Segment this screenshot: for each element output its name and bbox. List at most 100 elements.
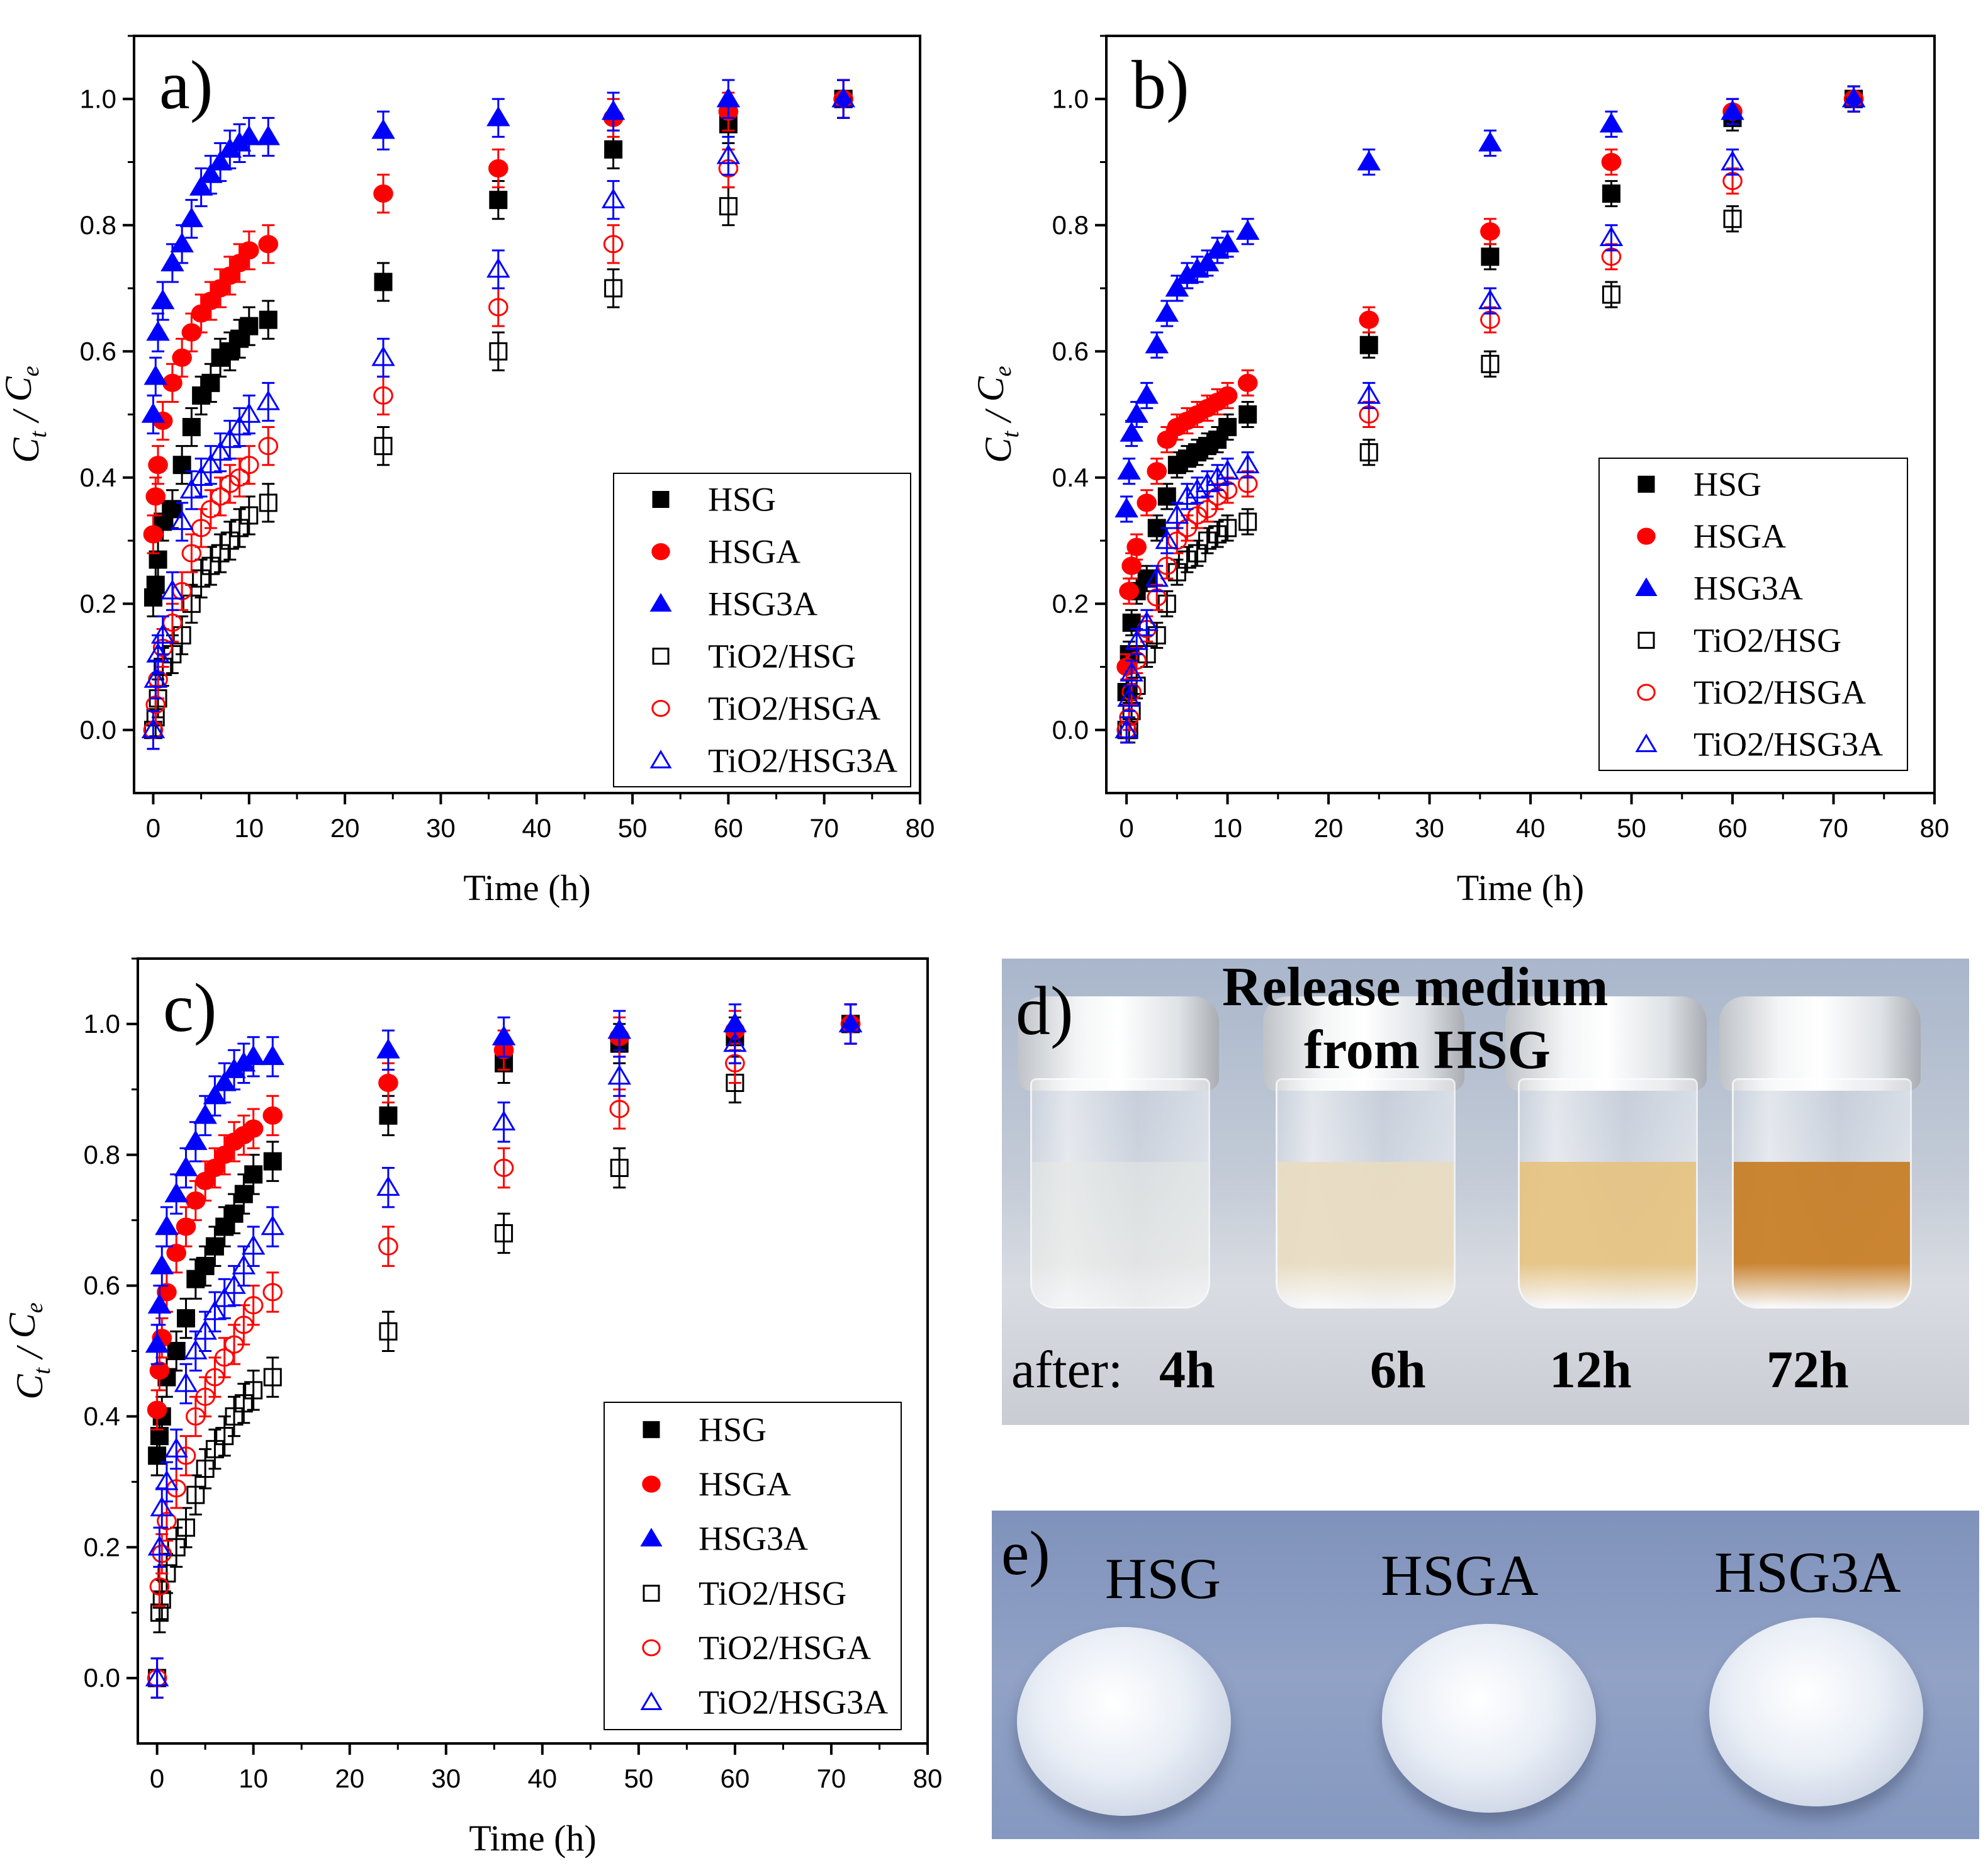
data-point [177,1518,196,1537]
data-point [164,1437,188,1458]
legend-label: HSGA [1693,517,1786,555]
data-point [1117,687,1141,707]
y-label-part: C [9,1374,50,1400]
data-point [218,428,242,448]
legend-marker [643,1584,660,1602]
data-point [1235,220,1260,240]
data-point [1185,478,1210,498]
data-point [149,1361,170,1380]
data-point [184,1339,208,1360]
y-tick-label: 0.2 [84,1532,120,1562]
y-tick-label: 1.0 [1052,84,1089,113]
legend-marker [1637,475,1655,493]
data-point [170,510,194,531]
jar-72h [1719,996,1921,1311]
data-point [1155,529,1179,549]
chart-panel-c: 0 10 20 30 40 50 60 70 80 0.0 0.2 0.4 0.6 0.8 1.0 Time … [1,957,942,1859]
data-point [723,1032,747,1052]
legend-marker [652,648,670,665]
data-point [141,402,166,423]
time-label-4h: 4h [1159,1341,1215,1399]
data-point [201,556,220,575]
x-axis-label: Time (h) [469,1818,597,1859]
data-point [1137,493,1157,512]
data-point [240,317,259,335]
x-tick-label: 30 [426,813,456,843]
jar-liquid [1278,1162,1454,1307]
legend-label: TiO2/HSG [1693,621,1841,659]
legend-label: TiO2/HSG3A [1693,726,1883,763]
legend-marker [1637,527,1656,545]
legend-label: TiO2/HSGA [708,690,880,728]
legend-box [1598,458,1908,771]
x-tick-label: 40 [1516,813,1546,843]
legend-label: HSG [1693,465,1761,503]
data-point [719,197,738,216]
data-point [1115,497,1138,518]
x-tick-label: 60 [714,813,743,843]
y-label-part: C [1,1312,43,1338]
data-point [1177,550,1196,569]
data-point [1125,629,1148,650]
legend-label: TiO2/HSGA [699,1629,871,1667]
data-point [1215,232,1240,253]
data-point [141,718,166,738]
y-label-subscript: t [997,431,1024,438]
data-point [241,1045,266,1066]
legend-marker [651,543,670,560]
y-axis-label: Ct / Ce [0,366,52,463]
series-tio2-hsg [1117,85,1863,744]
data-point [145,1666,169,1687]
after-label: after: [1011,1341,1123,1399]
data-point [373,386,393,405]
data-point [488,159,508,178]
data-point [157,1283,177,1302]
series-hsg3a [141,79,855,435]
data-point [155,1215,179,1236]
data-point [262,1283,283,1302]
y-label-subscript: t [25,431,52,438]
series-hsg3a [145,1003,863,1365]
data-point [1480,222,1500,241]
data-point [495,1224,514,1242]
jar-4h [1018,996,1219,1311]
jar-cap [1719,996,1921,1091]
data-point [244,1381,263,1400]
legend-marker [640,1528,663,1546]
legend-label: HSG [699,1410,767,1448]
y-tick-label: 0.4 [1052,463,1089,492]
chart-panel-b: 0 10 20 30 40 50 60 70 80 0.0 0.2 0.4 0.6 0.8 1.0 Time … [970,35,1949,908]
data-point [239,241,259,260]
data-point [374,273,393,291]
data-point [164,1182,188,1203]
legend-label: HSG3A [1693,570,1803,607]
x-tick-label: 10 [1213,813,1242,843]
series-hsg3a [1115,85,1866,523]
y-axis-label: Ct / Ce [970,366,1024,463]
data-point [258,437,279,456]
data-point [243,1119,264,1138]
data-point [1721,99,1744,120]
y-label-part: / [9,1338,50,1368]
legend: HSG HSGA HSG3A TiO2/HSG TiO2/HSGA TiO2/HSG3A [1598,458,1908,771]
jar-glass [1732,1078,1912,1309]
legend-marker [643,1421,660,1438]
data-point [1723,210,1742,228]
legend-label: HSGA [708,533,800,571]
legend-marker [1637,631,1655,649]
legend: HSG HSGA HSG3A TiO2/HSG TiO2/HSGA TiO2/HSG3A [613,473,911,787]
y-label-part: / [977,402,1019,431]
data-point [157,1512,177,1531]
x-tick-label: 10 [234,813,264,843]
legend-label: TiO2/HSGA [1693,673,1866,711]
legend-marker [651,700,670,717]
data-point [378,1073,398,1092]
data-point [379,1106,398,1125]
sample-label-hsga: HSGA [1381,1543,1539,1608]
data-point [838,1012,863,1033]
data-point [208,441,232,461]
photo-release-medium: d) Release medium from HSG after: 4h 6h … [1002,959,1969,1425]
y-tick-label: 0.4 [84,1401,120,1431]
data-point [376,1038,400,1059]
